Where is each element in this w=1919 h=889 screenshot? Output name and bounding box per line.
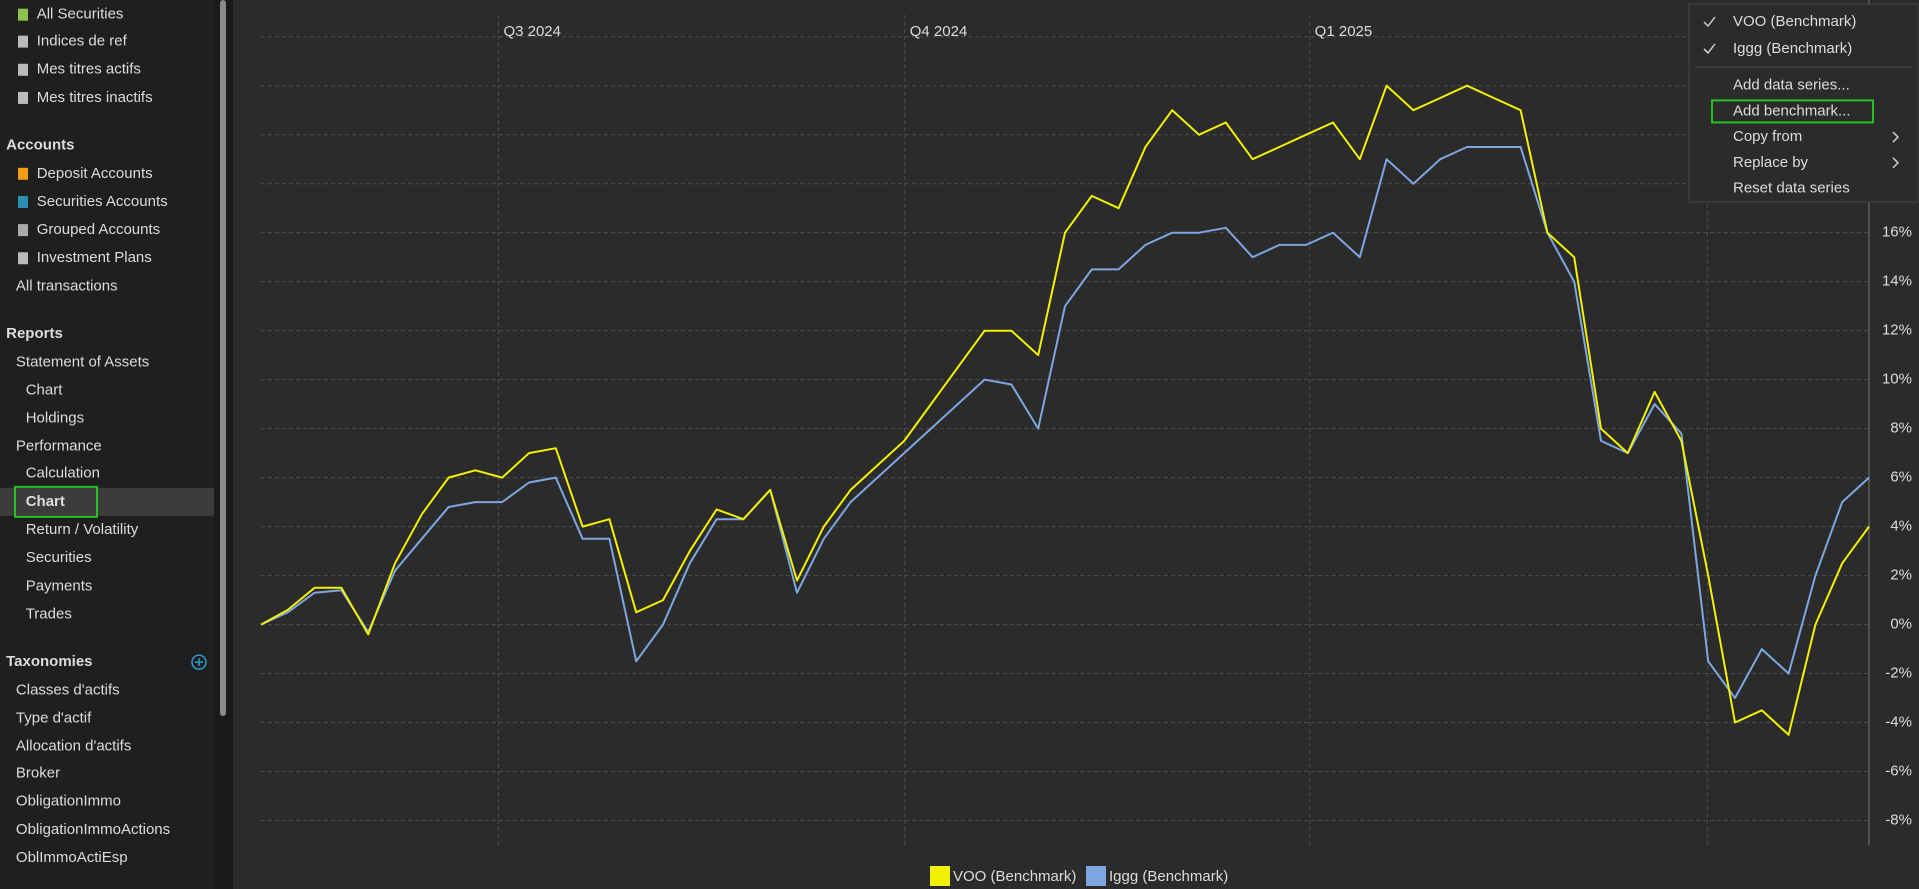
context-menu: VOO (Benchmark) Iggg (Benchmark) Add data … xyxy=(1688,3,1919,203)
nav-item[interactable]: Type d'actif xyxy=(16,709,92,726)
chart: -8%-6%-4%-2%0%2%4%6%8%10%12%14%16%18%20%… xyxy=(260,0,1912,886)
y-tick-label: 6% xyxy=(1890,469,1912,486)
check-mark xyxy=(1703,43,1716,55)
y-tick-label: 14% xyxy=(1882,273,1912,290)
nav-item[interactable]: Indices de ref xyxy=(37,33,128,50)
nav-item[interactable]: Payments xyxy=(26,577,93,594)
menu-item[interactable]: Copy from xyxy=(1733,128,1802,145)
y-tick-label: 12% xyxy=(1882,322,1912,339)
nav-item[interactable]: Allocation d'actifs xyxy=(16,738,131,755)
menu-item[interactable]: VOO (Benchmark) xyxy=(1733,13,1856,30)
y-tick-label: 16% xyxy=(1882,224,1912,241)
highlight-box xyxy=(14,485,98,518)
nav-item[interactable]: Mes titres actifs xyxy=(37,61,141,78)
section-heading: Taxonomies xyxy=(6,653,92,670)
sidebar-items: All Securities Indices de ref Mes titres a… xyxy=(0,6,214,866)
section-heading: Accounts xyxy=(6,137,74,154)
y-tick-label: -4% xyxy=(1885,714,1912,731)
nav-item[interactable]: Mes titres inactifs xyxy=(37,89,153,106)
submenu-arrow xyxy=(1892,131,1900,143)
x-tick-label: Q1 2025 xyxy=(1315,23,1373,40)
nav-item[interactable]: Holdings xyxy=(26,410,84,427)
check-mark xyxy=(1703,16,1716,28)
legend-label[interactable]: Iggg (Benchmark) xyxy=(1109,868,1228,885)
nav-item[interactable]: Chart xyxy=(26,381,64,398)
nav-item[interactable]: Performance xyxy=(16,438,102,455)
menu-item[interactable]: Add data series... xyxy=(1733,77,1850,94)
legend-swatch[interactable] xyxy=(1086,866,1106,886)
icon xyxy=(18,91,28,104)
selected-row xyxy=(0,487,214,516)
nav-item[interactable]: Calculation xyxy=(26,465,100,482)
nav-item[interactable]: ObligationImmoActions xyxy=(16,821,170,838)
menu-item[interactable]: Reset data series xyxy=(1733,179,1850,196)
icon xyxy=(18,8,28,21)
nav-item[interactable]: Securities Accounts xyxy=(37,193,168,210)
section-heading: Reports xyxy=(6,325,63,342)
legend-label[interactable]: VOO (Benchmark) xyxy=(953,868,1076,885)
icon xyxy=(18,252,28,265)
sidebar xyxy=(0,0,214,889)
nav-item[interactable]: All Securities xyxy=(37,6,124,23)
icon xyxy=(18,224,28,237)
highlight-box xyxy=(1711,99,1874,124)
menu-panel xyxy=(1688,3,1919,203)
menu-item[interactable]: Add benchmark... xyxy=(1733,102,1851,119)
nav-item[interactable]: Securities xyxy=(26,549,92,566)
series-line xyxy=(260,146,1870,699)
y-tick-label: -6% xyxy=(1885,762,1912,779)
nav-item[interactable]: All transactions xyxy=(16,277,118,294)
y-tick-label: -8% xyxy=(1885,811,1912,828)
scrollbar[interactable] xyxy=(220,0,226,716)
icon xyxy=(18,35,28,48)
nav-item[interactable]: ObligationImmo xyxy=(16,793,121,810)
legend-swatch[interactable] xyxy=(930,866,950,886)
add-icon[interactable] xyxy=(191,654,207,670)
nav-item[interactable]: Statement of Assets xyxy=(16,353,149,370)
nav-item[interactable]: Classes d'actifs xyxy=(16,681,120,698)
nav-item[interactable]: Trades xyxy=(26,605,72,622)
nav-item[interactable]: Chart xyxy=(26,493,65,510)
y-tick-label: 2% xyxy=(1890,567,1912,584)
nav-item[interactable]: Grouped Accounts xyxy=(37,221,160,238)
icon xyxy=(18,195,28,208)
y-tick-label: 10% xyxy=(1882,371,1912,388)
x-tick-label: Q4 2024 xyxy=(910,23,968,40)
nav-item[interactable]: Investment Plans xyxy=(37,249,152,266)
nav-item[interactable]: Deposit Accounts xyxy=(37,165,153,182)
icon xyxy=(18,63,28,76)
nav-item[interactable]: Return / Volatility xyxy=(26,521,139,538)
menu-item[interactable]: Replace by xyxy=(1733,154,1809,171)
y-tick-label: -2% xyxy=(1885,665,1912,682)
y-tick-label: 8% xyxy=(1890,420,1912,437)
series-line xyxy=(260,84,1870,736)
nav-item[interactable]: OblImmoActiEsp xyxy=(16,849,128,866)
add-icon-plus xyxy=(195,658,203,667)
nav-item[interactable]: Broker xyxy=(16,765,60,782)
y-tick-label: 0% xyxy=(1890,616,1912,633)
x-tick-label: Q3 2024 xyxy=(503,23,561,40)
icon xyxy=(18,167,28,180)
menu-item[interactable]: Iggg (Benchmark) xyxy=(1733,40,1852,57)
y-tick-label: 4% xyxy=(1890,518,1912,535)
submenu-arrow xyxy=(1892,157,1900,169)
